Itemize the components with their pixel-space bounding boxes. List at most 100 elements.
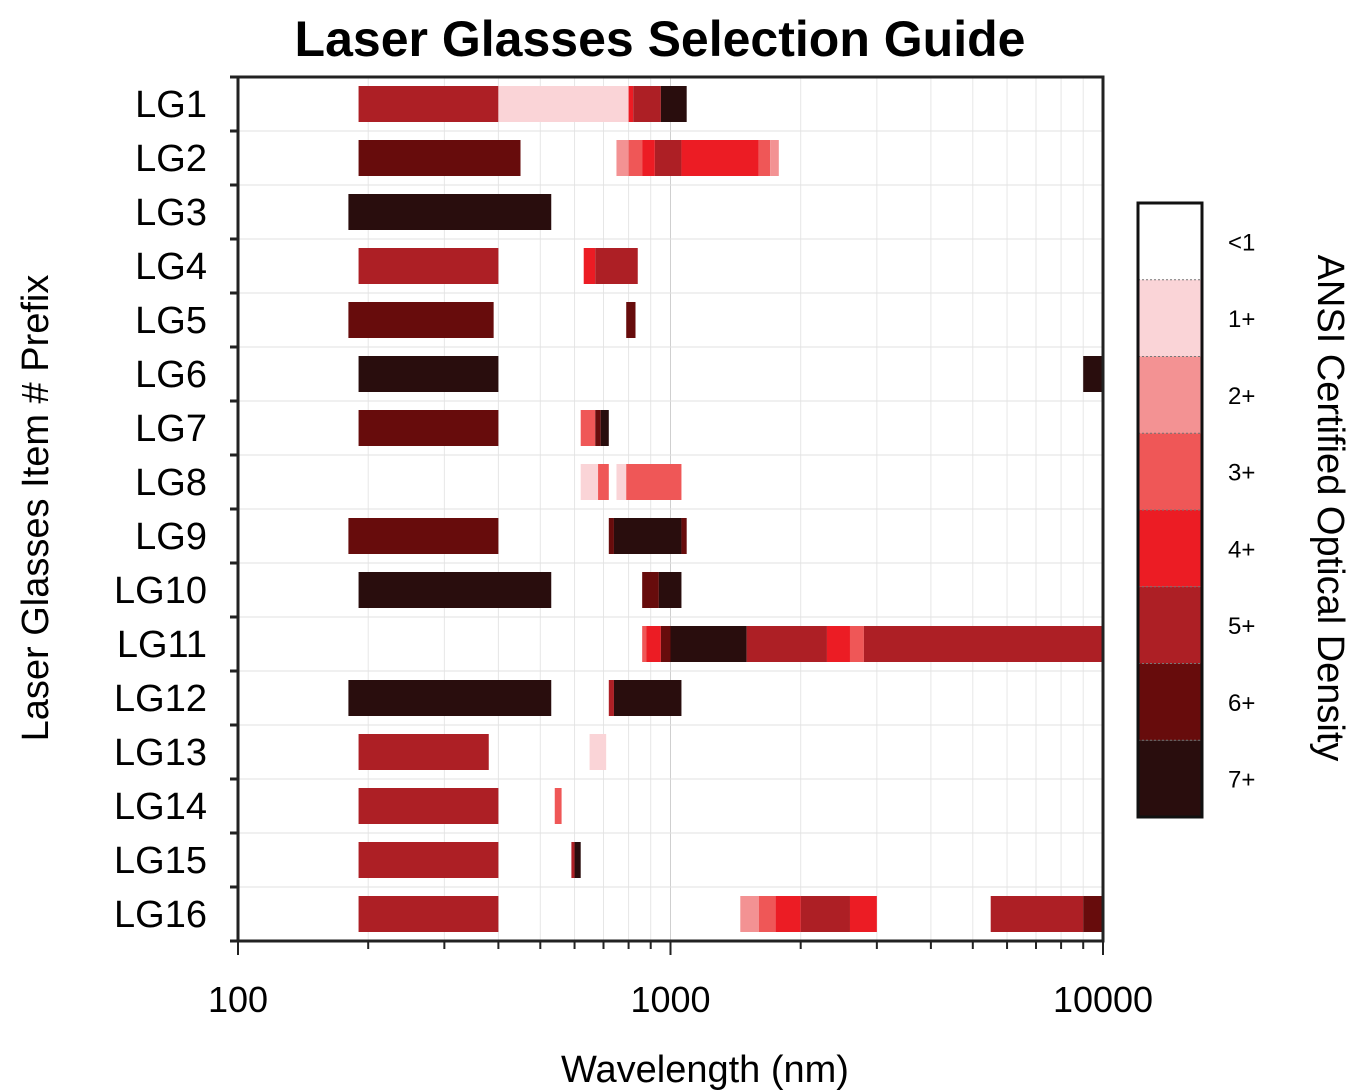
bar-segment bbox=[633, 86, 661, 122]
bar-segment bbox=[608, 518, 614, 554]
legend-label: 2+ bbox=[1228, 383, 1255, 410]
category-label: LG8 bbox=[135, 462, 207, 504]
category-label: LG9 bbox=[135, 516, 207, 558]
bar-segment bbox=[574, 842, 581, 878]
bar-segment bbox=[642, 626, 647, 662]
x-axis: 100 1000 10000 bbox=[208, 941, 1153, 1020]
category-label: LG16 bbox=[114, 894, 207, 936]
bar-segment bbox=[595, 410, 601, 446]
bar-segment bbox=[990, 896, 1084, 932]
bar-segment bbox=[849, 626, 864, 662]
bar-segment bbox=[589, 734, 607, 770]
legend-swatch bbox=[1138, 510, 1202, 587]
category-label: LG6 bbox=[135, 354, 207, 396]
bar-segment bbox=[863, 626, 1103, 662]
bar-segment bbox=[348, 518, 499, 554]
legend-label: <1 bbox=[1228, 229, 1255, 256]
bar-segment bbox=[358, 86, 499, 122]
bar-segment bbox=[1083, 356, 1103, 392]
bar-segment bbox=[358, 572, 552, 608]
category-label: LG13 bbox=[114, 732, 207, 774]
legend-label: 7+ bbox=[1228, 767, 1255, 794]
y-axis: LG1 LG2 LG3 LG4 LG5 LG6 LG7 LG8 LG9 LG10 LG11 LG12 L… bbox=[114, 75, 238, 943]
legend: <1 1+ 2+ 3+ 4+ 5+ 6+ 7+ bbox=[1136, 201, 1255, 819]
bar-segment bbox=[740, 896, 759, 932]
bar-segment bbox=[348, 680, 552, 716]
bar-segment bbox=[595, 248, 638, 284]
bar-segment bbox=[358, 842, 499, 878]
bar-segment bbox=[616, 464, 627, 500]
bar-segment bbox=[658, 572, 682, 608]
bar-segment bbox=[358, 140, 521, 176]
legend-swatch bbox=[1138, 663, 1202, 741]
bar-segment bbox=[642, 140, 655, 176]
legend-label: 6+ bbox=[1228, 690, 1255, 717]
bar-segment bbox=[616, 140, 629, 176]
bar-segment bbox=[348, 194, 552, 230]
bar-segment bbox=[646, 626, 661, 662]
bar-segment bbox=[670, 626, 747, 662]
bar-segment bbox=[358, 356, 499, 392]
bar-segment bbox=[826, 626, 850, 662]
legend-title: ANSI Certified Optical Density bbox=[1309, 255, 1351, 762]
category-label: LG15 bbox=[114, 840, 207, 882]
x-tick-label: 100 bbox=[208, 979, 268, 1020]
legend-swatch bbox=[1138, 356, 1202, 434]
bar-segment bbox=[598, 464, 609, 500]
bar-segment bbox=[358, 248, 499, 284]
bar-segment bbox=[626, 464, 682, 500]
bar-segment bbox=[681, 518, 687, 554]
bar-segment bbox=[660, 626, 671, 662]
bar-segment bbox=[583, 248, 596, 284]
bar-segment bbox=[626, 302, 636, 338]
bar-segment bbox=[770, 140, 779, 176]
bar-segment bbox=[800, 896, 850, 932]
category-label: LG10 bbox=[114, 570, 207, 612]
legend-label: 4+ bbox=[1228, 536, 1255, 563]
bar-segment bbox=[758, 896, 776, 932]
legend-swatch bbox=[1138, 586, 1202, 664]
legend-label: 3+ bbox=[1228, 460, 1255, 487]
legend-swatch bbox=[1138, 740, 1202, 817]
bar-segment bbox=[358, 734, 489, 770]
bar-segment bbox=[660, 86, 687, 122]
category-label: LG5 bbox=[135, 300, 207, 342]
bar-segment bbox=[600, 410, 609, 446]
legend-frame bbox=[1136, 201, 1204, 819]
grid-lines bbox=[238, 77, 1103, 941]
bar-segment bbox=[348, 302, 494, 338]
legend-swatch bbox=[1138, 203, 1202, 280]
category-label: LG7 bbox=[135, 408, 207, 450]
category-label: LG3 bbox=[135, 192, 207, 234]
bar-segment bbox=[628, 86, 634, 122]
bar-segment bbox=[580, 410, 596, 446]
bar-segment bbox=[554, 788, 562, 824]
x-axis-label: Wavelength (nm) bbox=[561, 1049, 849, 1090]
legend-label: 5+ bbox=[1228, 613, 1255, 640]
category-label: LG1 bbox=[135, 84, 207, 126]
legend-swatch bbox=[1138, 433, 1202, 510]
category-label: LG2 bbox=[135, 138, 207, 180]
category-label: LG4 bbox=[135, 246, 207, 288]
bar-segment bbox=[1083, 896, 1103, 932]
bar-segment bbox=[608, 680, 614, 716]
category-label: LG12 bbox=[114, 678, 207, 720]
bar-segment bbox=[681, 140, 759, 176]
bar-segment bbox=[746, 626, 827, 662]
category-label: LG14 bbox=[114, 786, 207, 828]
bar-segment bbox=[642, 572, 659, 608]
bar-segment bbox=[654, 140, 682, 176]
bar-segment bbox=[571, 842, 575, 878]
bar-segment bbox=[498, 86, 629, 122]
category-label: LG11 bbox=[117, 624, 207, 666]
bar-segment bbox=[358, 896, 499, 932]
bar-segment bbox=[613, 518, 682, 554]
chart-title: Laser Glasses Selection Guide bbox=[295, 11, 1026, 67]
bar-segment bbox=[628, 140, 643, 176]
y-axis-label: Laser Glasses Item # Prefix bbox=[15, 275, 57, 742]
bar-segments bbox=[348, 86, 1103, 932]
bar-segment bbox=[358, 788, 499, 824]
legend-label: 1+ bbox=[1228, 306, 1255, 333]
bar-segment bbox=[580, 464, 599, 500]
